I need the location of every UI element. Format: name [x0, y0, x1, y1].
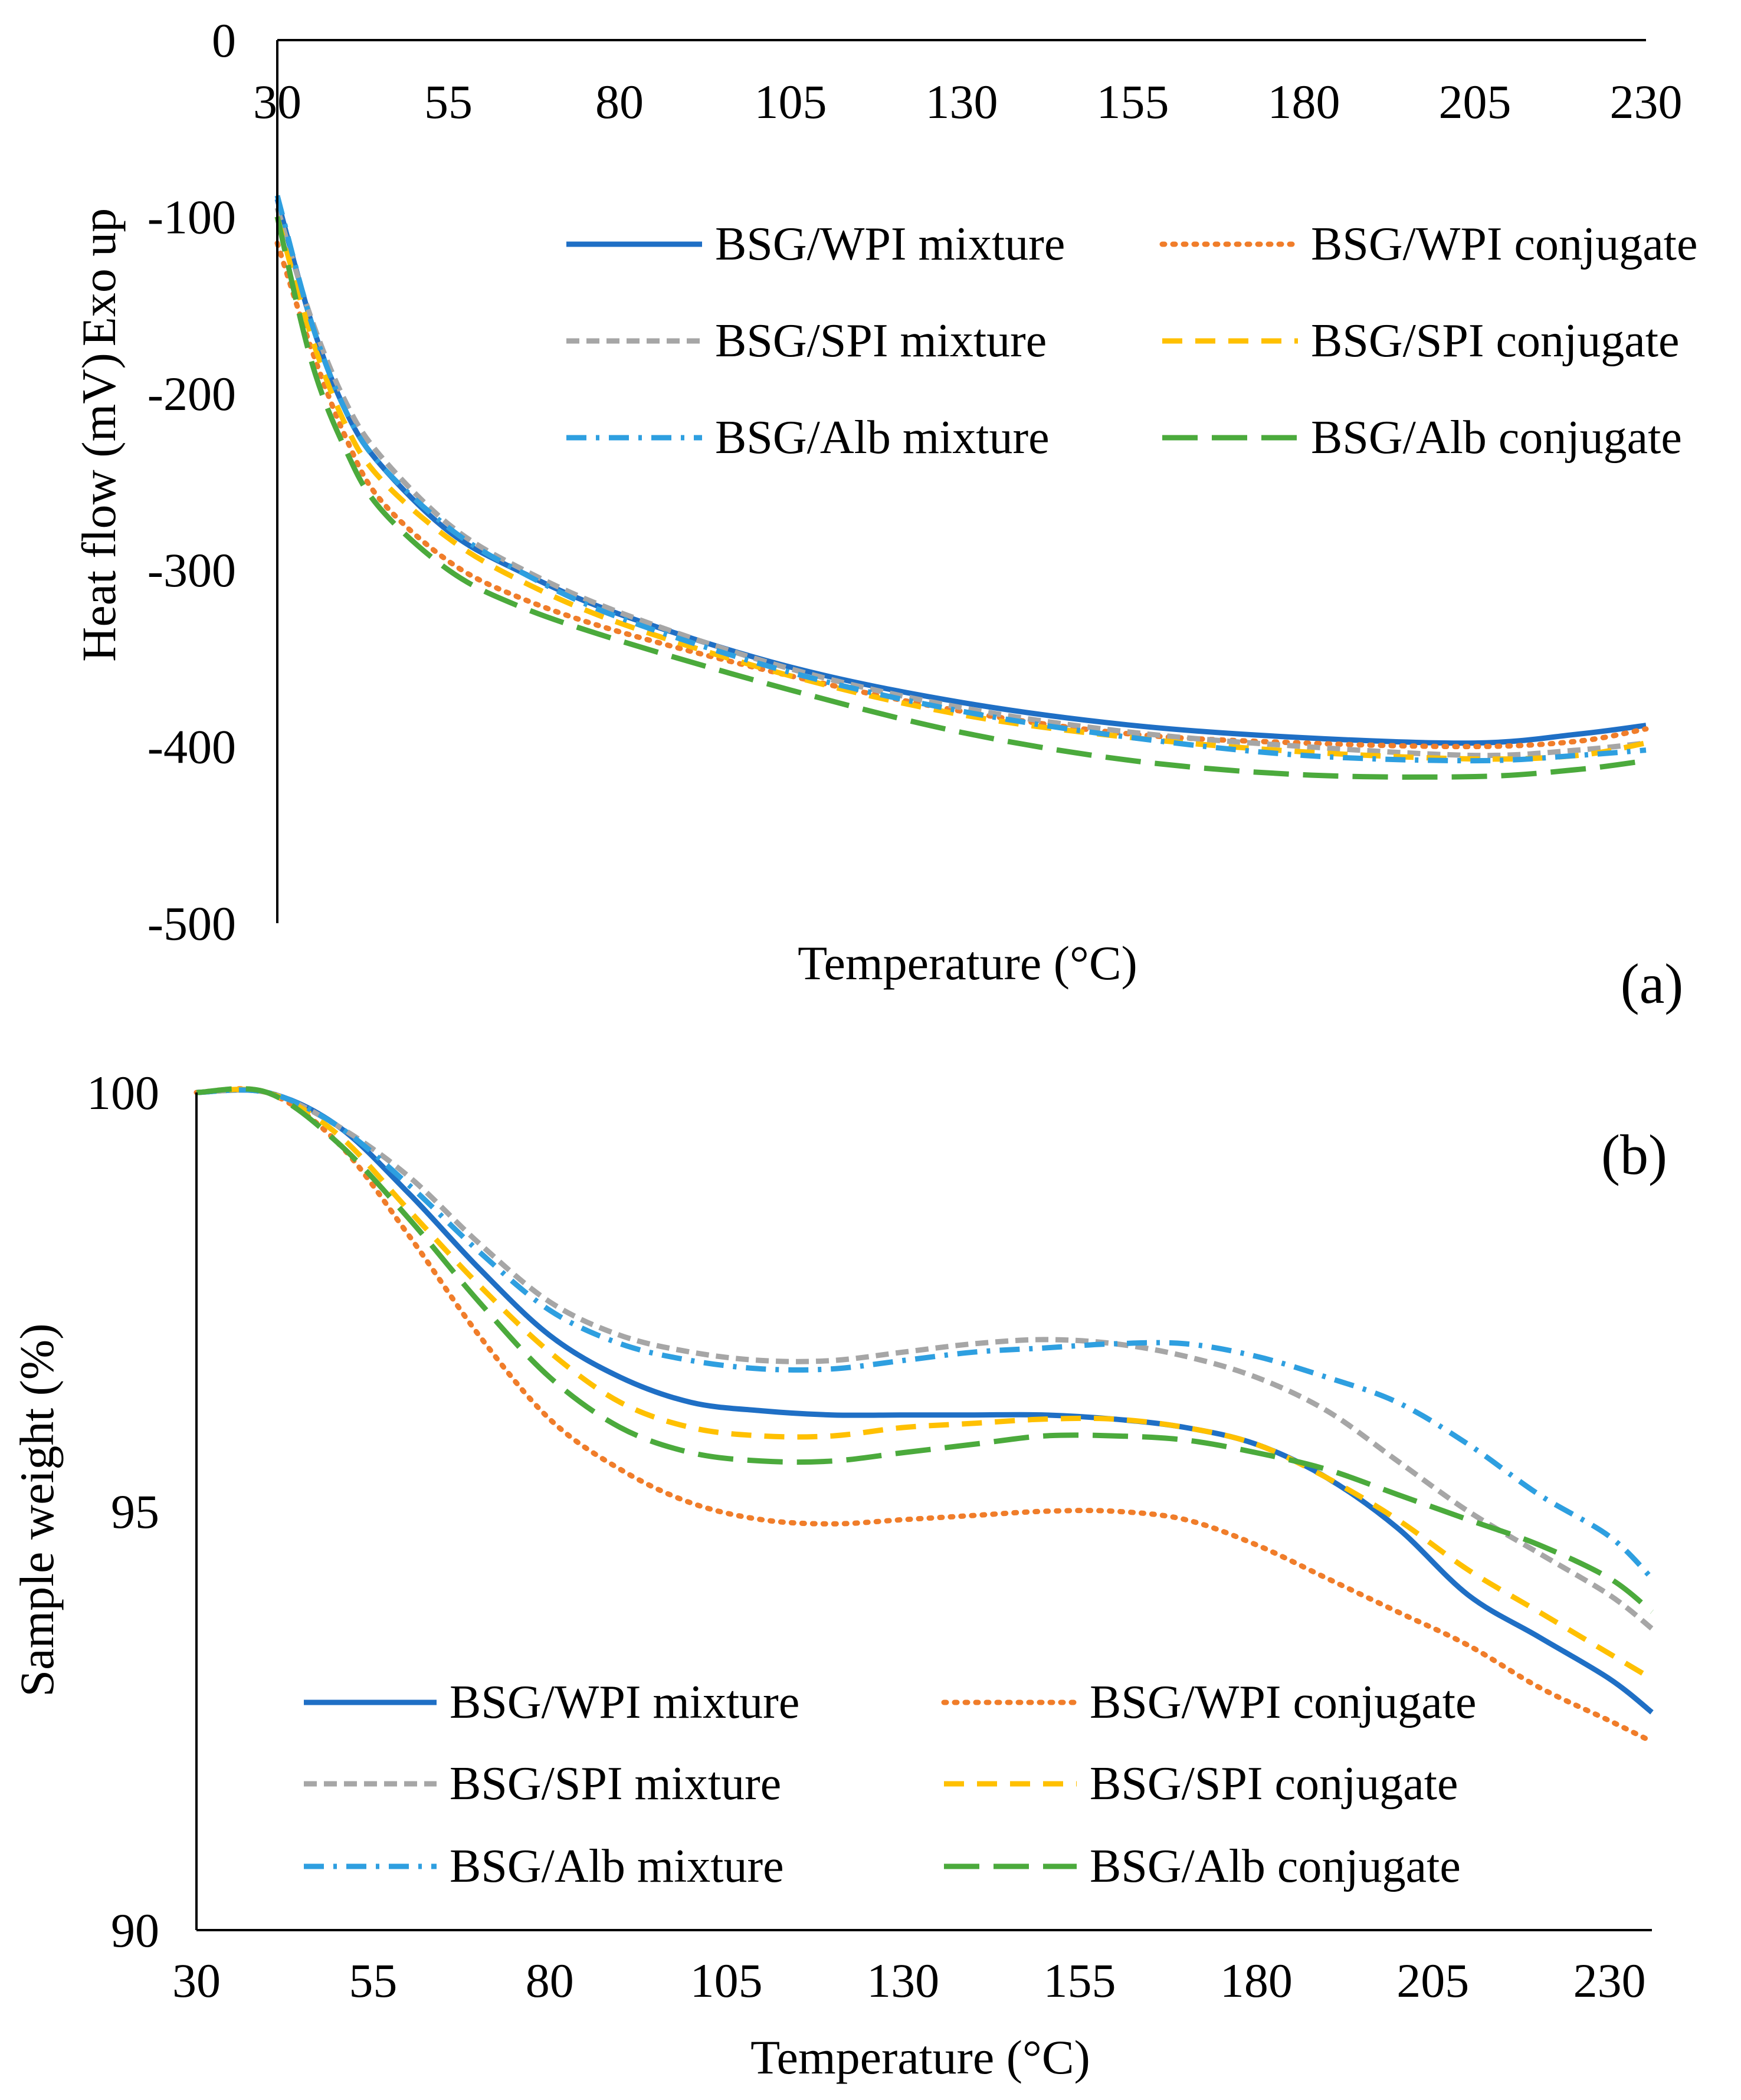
panel-b-x-tick-105: 105 — [690, 1954, 763, 2007]
panel-a-y-tick-labels: 0 -100 -200 -300 -400 -500 — [147, 14, 236, 950]
panel-b-legend-label-bsg-spi-conjugate: BSG/SPI conjugate — [1090, 1758, 1458, 1810]
panel-a-legend-entry-bsg-spi-conjugate: BSG/SPI conjugate — [1162, 315, 1679, 367]
panel-a-legend-label-bsg-spi-conjugate: BSG/SPI conjugate — [1311, 315, 1679, 367]
panel-b-legend-label-bsg-alb-conjugate: BSG/Alb conjugate — [1090, 1840, 1461, 1892]
panel-b-label: (b) — [1601, 1123, 1667, 1186]
panel-b-legend-entry-bsg-spi-conjugate: BSG/SPI conjugate — [944, 1758, 1458, 1810]
panel-b-legend-label-bsg-alb-mixture: BSG/Alb mixture — [450, 1840, 784, 1892]
panel-a-y-tick-200: -200 — [147, 367, 236, 421]
panel-b-series-bsg-spi-conjugate — [196, 1087, 1654, 1681]
panel-a-x-tick-180: 180 — [1268, 75, 1340, 129]
panel-b-series-bsg-alb-conjugate — [196, 1086, 1654, 1614]
panel-b-series-bsg-spi-mixture — [196, 1087, 1654, 1631]
panel-a-heat-flow: 30 55 80 105 130 155 180 205 230 0 -100 -200 -300 -4… — [72, 14, 1697, 1015]
panel-a-x-tick-130: 130 — [926, 75, 998, 129]
panel-b-y-tick-95: 95 — [111, 1485, 159, 1538]
panel-b-legend: BSG/WPI mixture BSG/WPI conjugate BSG/SPI … — [304, 1676, 1476, 1892]
panel-b-legend-label-bsg-wpi-mixture: BSG/WPI mixture — [450, 1676, 799, 1728]
panel-a-legend-entry-bsg-wpi-conjugate: BSG/WPI conjugate — [1159, 218, 1697, 270]
panel-a-series-bsg-alb-mixture — [274, 195, 1647, 764]
panel-b-series-group — [194, 1086, 1655, 1744]
panel-b-legend-label-bsg-wpi-conjugate: BSG/WPI conjugate — [1090, 1676, 1476, 1728]
panel-b-x-tick-labels: 30 55 80 105 130 155 180 205 230 — [172, 1954, 1646, 2007]
panel-a-x-tick-155: 155 — [1097, 75, 1169, 129]
panel-a-legend-entry-bsg-alb-conjugate: BSG/Alb conjugate — [1162, 412, 1682, 464]
panel-b-x-tick-55: 55 — [349, 1954, 397, 2007]
panel-b-series-bsg-wpi-mixture — [196, 1087, 1654, 1715]
panel-a-series-bsg-spi-mixture — [274, 207, 1647, 759]
panel-a-series-bsg-wpi-mixture — [274, 198, 1647, 746]
panel-a-legend-label-bsg-alb-mixture: BSG/Alb mixture — [715, 412, 1050, 464]
panel-a-legend-entry-bsg-wpi-mixture: BSG/WPI mixture — [566, 218, 1065, 270]
panel-a-label: (a) — [1621, 952, 1684, 1015]
panel-a-legend-label-bsg-wpi-conjugate: BSG/WPI conjugate — [1311, 218, 1697, 270]
panel-a-series-bsg-spi-conjugate — [274, 216, 1647, 762]
panel-a-legend-entry-bsg-alb-mixture: BSG/Alb mixture — [566, 412, 1050, 464]
panel-a-y-tick-0: 0 — [212, 14, 236, 67]
panel-a-y-tick-500: -500 — [147, 897, 236, 950]
panel-b-series-bsg-alb-mixture — [196, 1087, 1654, 1580]
panel-a-y-tick-100: -100 — [147, 190, 236, 244]
panel-a-x-axis-title: Temperature (°C) — [798, 936, 1137, 990]
panel-a-legend-entry-bsg-spi-mixture: BSG/SPI mixture — [566, 315, 1047, 367]
panel-a-exo-up-annotation: Exo up — [72, 208, 126, 347]
panel-b-x-tick-205: 205 — [1396, 1954, 1469, 2007]
panel-b-x-tick-155: 155 — [1043, 1954, 1116, 2007]
panel-b-x-tick-130: 130 — [867, 1954, 939, 2007]
panel-a-legend: BSG/WPI mixture BSG/WPI conjugate BSG/SPI … — [566, 218, 1697, 464]
panel-b-y-tick-90: 90 — [111, 1904, 159, 1957]
panel-b-x-tick-230: 230 — [1573, 1954, 1646, 2007]
panel-b-y-tick-100: 100 — [87, 1066, 159, 1120]
panel-a-x-tick-80: 80 — [595, 75, 644, 129]
panel-a-x-tick-105: 105 — [755, 75, 827, 129]
panel-a-y-axis-title: Heat flow (mV) — [72, 353, 126, 662]
panel-a-y-tick-300: -300 — [147, 543, 236, 597]
panel-a-x-tick-230: 230 — [1610, 75, 1683, 129]
panel-a-legend-label-bsg-alb-conjugate: BSG/Alb conjugate — [1311, 412, 1682, 464]
panel-b-legend-entry-bsg-alb-mixture: BSG/Alb mixture — [304, 1840, 784, 1892]
panel-b-x-tick-180: 180 — [1220, 1954, 1293, 2007]
panel-b-x-axis-title: Temperature (°C) — [750, 2030, 1090, 2084]
panel-b-x-tick-80: 80 — [526, 1954, 574, 2007]
panel-b-y-axis-title: Sample weight (%) — [10, 1323, 64, 1697]
panel-a-legend-label-bsg-wpi-mixture: BSG/WPI mixture — [715, 218, 1065, 270]
panel-a-y-tick-400: -400 — [147, 720, 236, 774]
panel-b-legend-entry-bsg-wpi-mixture: BSG/WPI mixture — [304, 1676, 799, 1728]
panel-a-x-tick-30: 30 — [253, 75, 301, 129]
panel-a-legend-label-bsg-spi-mixture: BSG/SPI mixture — [715, 315, 1047, 367]
panel-b-x-tick-30: 30 — [172, 1954, 221, 2007]
panel-b-legend-entry-bsg-alb-conjugate: BSG/Alb conjugate — [944, 1840, 1461, 1892]
panel-b-legend-label-bsg-spi-mixture: BSG/SPI mixture — [450, 1758, 781, 1810]
panel-b-y-tick-labels: 100 95 90 — [87, 1066, 159, 1957]
panel-b-legend-entry-bsg-spi-mixture: BSG/SPI mixture — [304, 1758, 781, 1810]
panel-a-x-tick-55: 55 — [424, 75, 473, 129]
panel-a-series-group — [274, 195, 1649, 780]
panel-b-sample-weight: 30 55 80 105 130 155 180 205 230 100 95 90 Sample … — [10, 1066, 1667, 2084]
panel-b-legend-entry-bsg-wpi-conjugate: BSG/WPI conjugate — [941, 1676, 1476, 1728]
panel-a-x-tick-labels: 30 55 80 105 130 155 180 205 230 — [253, 75, 1683, 129]
panel-a-x-tick-205: 205 — [1439, 75, 1512, 129]
panel-a-series-bsg-alb-conjugate — [274, 216, 1647, 780]
